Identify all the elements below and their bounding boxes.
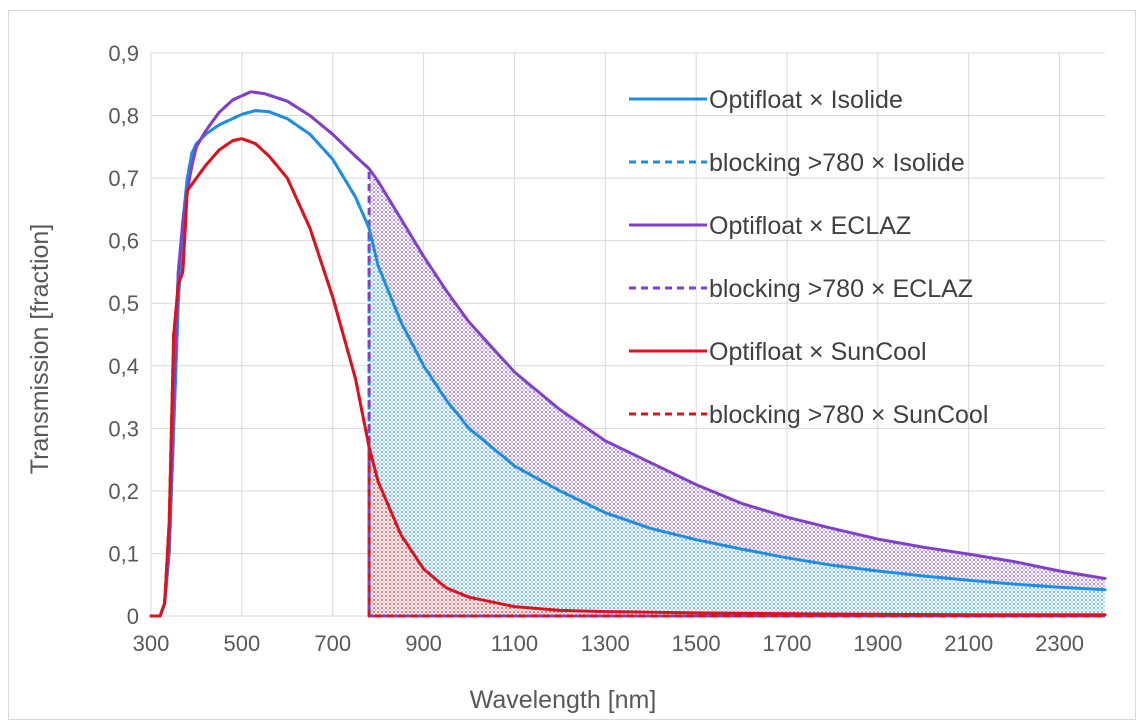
x-tick-label: 2300 [1035, 631, 1084, 656]
y-tick-label: 0,7 [108, 166, 139, 191]
y-tick-label: 0,4 [108, 354, 139, 379]
chart-frame: 0 0,1 0,2 0,3 0,4 0,5 0,6 0,7 0,8 0,9 300 500 700 900… [8, 10, 1136, 720]
series-line-optifloat-suncool [149, 137, 1107, 618]
legend-label: blocking >780 × ECLAZ [709, 275, 973, 303]
x-tick-label: 1300 [581, 631, 630, 656]
x-tick-label: 700 [314, 631, 351, 656]
legend-label: blocking >780 × SunCool [709, 401, 988, 429]
y-tick-label: 0,1 [108, 541, 139, 566]
y-tick-label: 0,8 [108, 104, 139, 129]
x-tick-label: 2100 [944, 631, 993, 656]
x-tick-label: 1500 [672, 631, 721, 656]
legend-label: Optifloat × SunCool [709, 338, 927, 366]
legend-label: blocking >780 × Isolide [709, 149, 965, 177]
shaded-areas [369, 168, 1105, 616]
y-tick-label: 0,2 [108, 479, 139, 504]
y-tick-label: 0,3 [108, 416, 139, 441]
tick-labels: 0 0,1 0,2 0,3 0,4 0,5 0,6 0,7 0,8 0,9 300 500 700 900… [108, 41, 1084, 656]
suncool-shaded-area [369, 447, 1105, 616]
y-tick-label: 0,6 [108, 229, 139, 254]
legend-label: Optifloat × ECLAZ [709, 212, 911, 240]
y-axis-title: Transmission [fraction] [26, 224, 54, 475]
x-axis-title: Wavelength [nm] [470, 686, 657, 714]
x-tick-label: 1900 [853, 631, 902, 656]
legend: Optifloat × Isolide blocking >780 × Isoli… [629, 86, 988, 429]
y-tick-label: 0 [127, 604, 139, 629]
x-tick-label: 1100 [491, 631, 538, 656]
series-line-optifloat-eclaz [149, 90, 1107, 618]
x-tick-label: 1700 [763, 631, 812, 656]
y-tick-label: 0,5 [108, 291, 139, 316]
x-tick-label: 500 [223, 631, 260, 656]
series-lines [149, 90, 1107, 618]
x-tick-label: 900 [405, 631, 442, 656]
x-tick-label: 300 [133, 631, 170, 656]
legend-label: Optifloat × Isolide [709, 86, 903, 114]
y-tick-label: 0,9 [108, 41, 139, 66]
isolide-shaded-area [369, 228, 1105, 616]
transmission-chart: 0 0,1 0,2 0,3 0,4 0,5 0,6 0,7 0,8 0,9 300 500 700 900… [26, 41, 1107, 714]
